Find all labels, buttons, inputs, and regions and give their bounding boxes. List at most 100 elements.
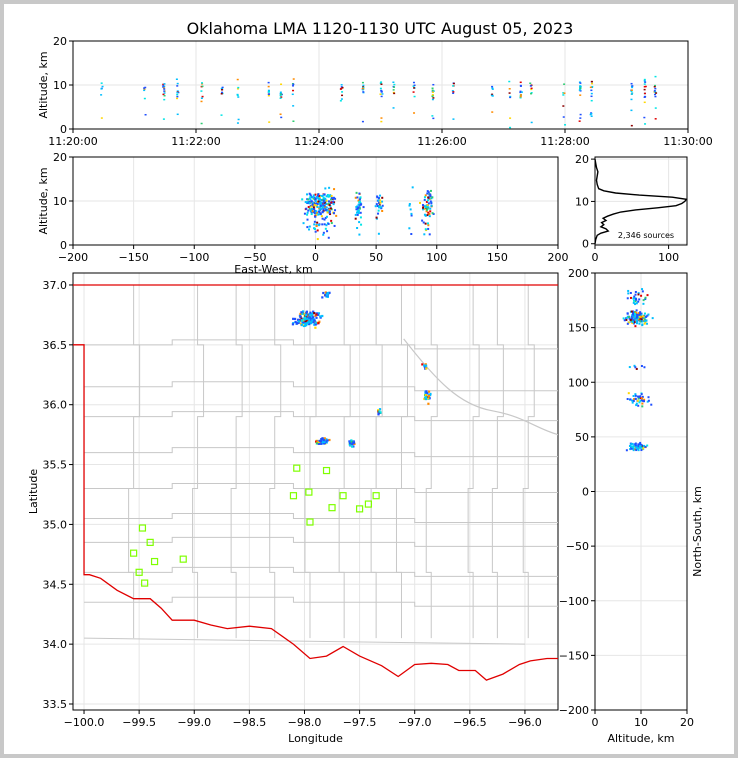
time-altitude-source-point: [578, 120, 581, 122]
time-altitude-source-point: [292, 78, 295, 80]
plan-view-x-tick-label: −98.5: [233, 716, 267, 729]
plan-view-source-point: [423, 397, 426, 401]
north-south-source-point: [627, 392, 630, 395]
plan-view-source-point: [320, 442, 323, 445]
time-altitude-source-point: [341, 94, 344, 97]
north-south-source-point: [638, 322, 641, 325]
plan-view-source-point: [349, 442, 352, 445]
time-altitude-source-point: [163, 87, 166, 89]
east-west-source-point: [311, 210, 314, 213]
time-altitude-source-point: [200, 100, 203, 103]
north-south-source-point: [637, 449, 640, 452]
time-altitude-source-point: [163, 94, 166, 97]
east-west-source-point: [426, 204, 429, 207]
plan-view-source-point: [300, 323, 303, 327]
time-altitude-source-point: [509, 95, 512, 98]
east-west-source-point: [378, 201, 381, 204]
plan-view-x-axis-label: Longitude: [288, 732, 343, 745]
north-south-altitude-panel: 0 10 20 −200 −150 −100 −50 0 50 100 150 200 Altitude…: [559, 267, 704, 745]
plan-view-source-point: [353, 442, 356, 445]
time-altitude-source-point: [279, 94, 282, 97]
north-south-source-point: [626, 312, 629, 315]
east-west-source-point: [312, 206, 315, 209]
time-altitude-source-point: [100, 94, 103, 96]
east-west-source-point: [311, 207, 314, 210]
time-altitude-source-point: [267, 85, 270, 88]
north-south-source-point: [628, 317, 631, 320]
north-south-source-point: [646, 314, 649, 317]
east-west-source-point: [306, 226, 309, 229]
time-altitude-source-point: [529, 82, 532, 85]
north-south-source-point: [632, 301, 635, 304]
east-west-source-point: [355, 208, 358, 211]
plan-view-source-point: [428, 397, 431, 400]
east-west-altitude-x-tick-label: −150: [119, 251, 149, 264]
time-altitude-source-point: [644, 95, 647, 98]
time-altitude-source-point: [162, 83, 165, 86]
north-south-source-point: [636, 321, 639, 324]
time-altitude-source-point: [362, 86, 365, 88]
lma-station-marker: [339, 492, 347, 500]
time-altitude-source-point: [589, 86, 592, 89]
east-west-altitude-y-tick-label: 20: [53, 151, 67, 164]
north-south-y-tick-label: −200: [559, 704, 589, 717]
plan-view-frame: [72, 272, 559, 711]
east-west-source-point: [304, 201, 307, 204]
time-altitude-source-point: [519, 90, 522, 93]
time-altitude-source-point: [508, 88, 511, 90]
time-altitude-source-point: [631, 92, 634, 94]
plan-view-source-point: [317, 313, 320, 316]
east-west-source-point: [329, 194, 332, 197]
east-west-source-point: [328, 211, 331, 214]
time-altitude-source-point: [578, 81, 581, 83]
time-altitude-source-point: [341, 91, 344, 93]
north-south-source-point: [626, 297, 629, 300]
east-west-source-point: [312, 201, 315, 204]
county-line: [84, 447, 558, 458]
time-altitude-source-point: [509, 117, 512, 119]
time-altitude-source-point: [519, 96, 522, 99]
time-altitude-source-point: [341, 87, 344, 89]
time-altitude-source-point: [392, 91, 395, 94]
north-south-source-point: [631, 310, 634, 313]
north-south-source-point: [637, 443, 640, 446]
plan-view-source-point: [300, 311, 303, 314]
time-altitude-x-tick-label: 11:22:00: [171, 135, 220, 148]
north-south-source-point: [634, 366, 637, 369]
time-altitude-source-point: [653, 90, 656, 92]
time-altitude-source-point: [590, 115, 593, 117]
lma-station-marker: [138, 524, 147, 532]
east-west-source-point: [326, 230, 329, 233]
east-west-source-point: [378, 205, 381, 208]
east-west-source-point: [379, 194, 382, 197]
time-altitude-source-point: [654, 75, 657, 78]
time-altitude-source-point: [379, 93, 382, 95]
north-south-source-point: [640, 449, 643, 452]
time-altitude-source-point: [590, 89, 593, 92]
east-west-source-point: [321, 205, 324, 208]
plan-view-y-axis-label: Latitude: [27, 469, 40, 515]
north-south-source-point: [637, 318, 640, 321]
time-altitude-source-point: [432, 90, 435, 92]
east-west-source-point: [357, 211, 360, 214]
east-west-source-point: [425, 208, 428, 211]
north-south-source-point: [643, 312, 646, 315]
east-west-source-point: [320, 207, 323, 210]
county-line: [84, 339, 558, 350]
north-south-source-point: [632, 398, 635, 401]
north-south-source-point: [641, 323, 644, 326]
east-west-source-point: [330, 201, 333, 204]
time-altitude-y-axis-label: Altitude, km: [37, 51, 50, 118]
time-altitude-source-point: [362, 84, 365, 87]
altitude-histogram-panel: 0 100 0 10 20: [575, 153, 688, 264]
north-south-y-tick-label: −100: [559, 595, 589, 608]
plan-view-source-point: [324, 294, 327, 297]
time-altitude-source-point: [176, 82, 179, 85]
plan-view-source-point: [299, 312, 302, 316]
time-altitude-source-point: [339, 100, 342, 102]
time-altitude-source-point: [643, 80, 646, 82]
time-altitude-source-point: [144, 86, 147, 89]
north-south-source-point: [643, 444, 646, 447]
plan-view-source-point: [297, 320, 301, 323]
east-west-source-point: [313, 204, 316, 207]
